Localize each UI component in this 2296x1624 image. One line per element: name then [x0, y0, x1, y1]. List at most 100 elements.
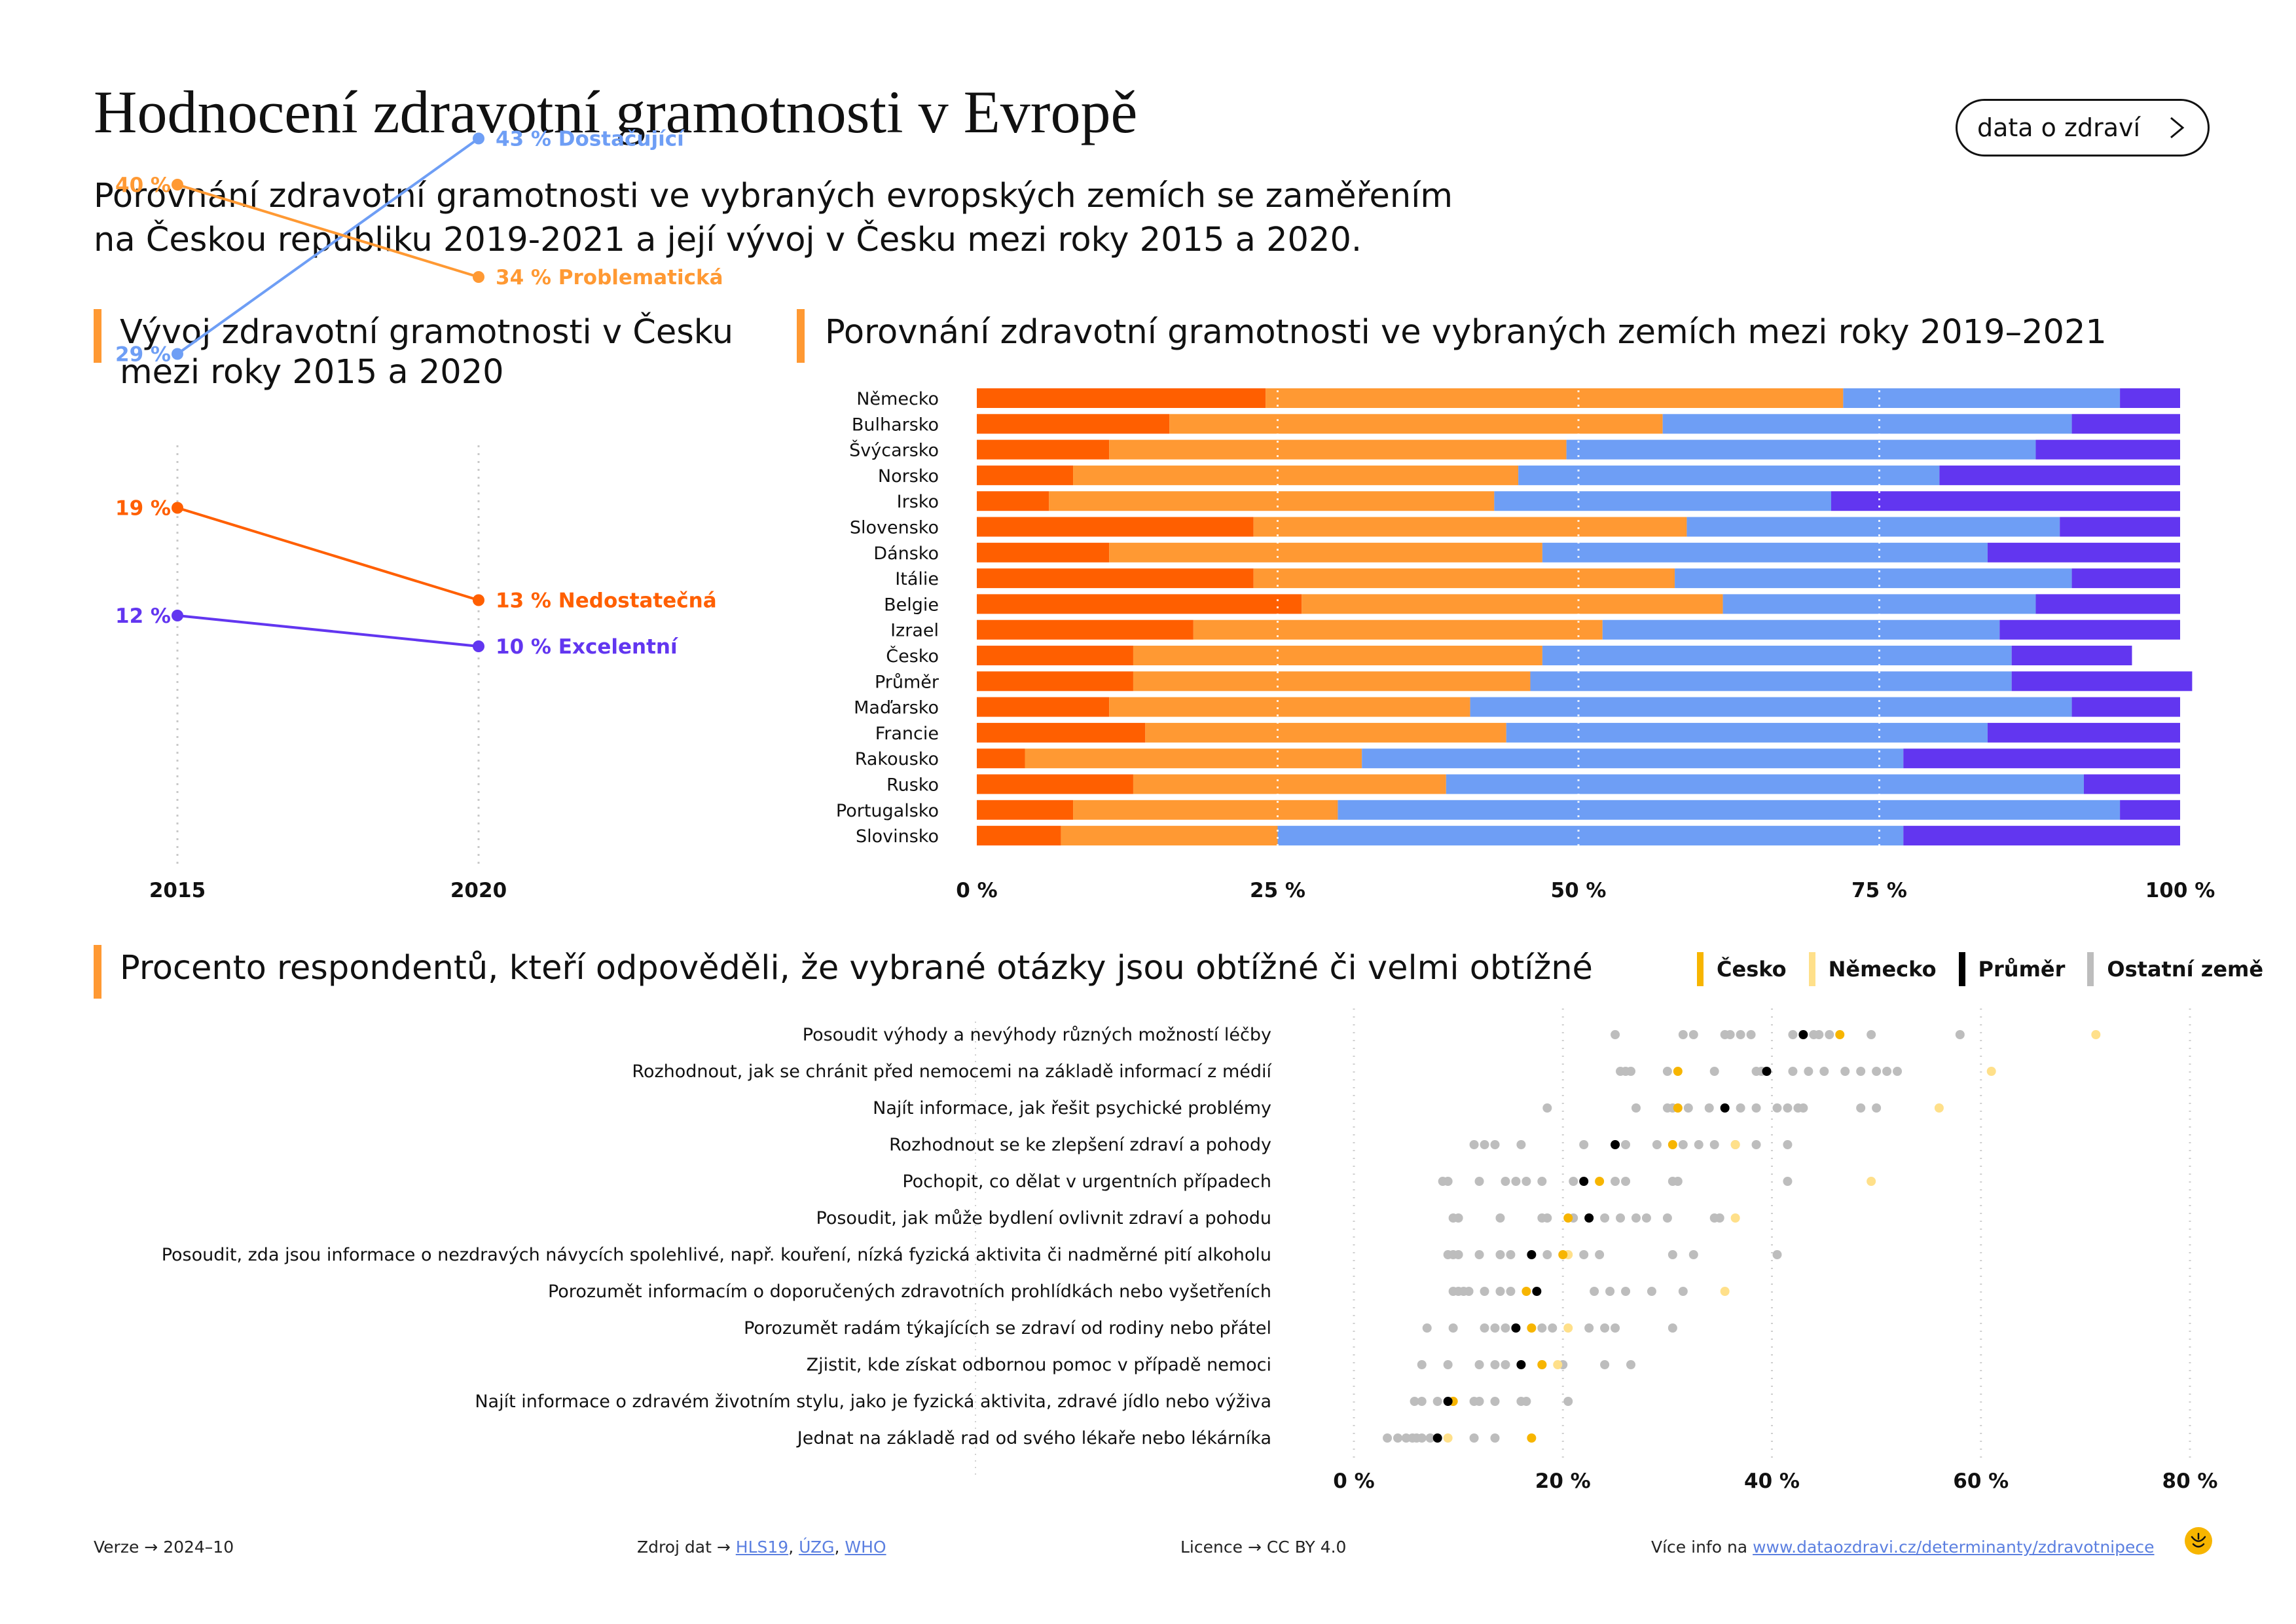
series-line — [176, 137, 480, 356]
dot-ostatni — [1495, 1287, 1505, 1296]
bar-segment — [1193, 619, 1603, 640]
dot-ostatni — [1453, 1213, 1463, 1223]
dot-ostatni — [1647, 1287, 1656, 1296]
data-label: 13 % Nedostatečná — [496, 589, 717, 613]
dot-ostatni — [1867, 1030, 1876, 1039]
subtitle-line-2: na Českou republiku 2019-2021 a její výv… — [94, 221, 1362, 259]
bar-segment — [2120, 388, 2180, 408]
legend-item-nemecko: Německo — [1808, 952, 1937, 986]
dot-ostatni — [1626, 1360, 1636, 1369]
version-label: Verze — [94, 1538, 139, 1557]
data-o-zdravi-button[interactable]: data o zdraví — [1956, 99, 2210, 157]
dot-cesko — [1673, 1067, 1683, 1076]
dot-cesko — [1835, 1030, 1845, 1039]
dot-ostatni — [1667, 1323, 1677, 1333]
dot-ostatni — [1856, 1103, 1866, 1113]
source-link-who[interactable]: WHO — [845, 1538, 886, 1557]
dot-ostatni — [1683, 1103, 1693, 1113]
dot-ostatni — [1872, 1103, 1882, 1113]
data-label: 43 % Dostačující — [496, 128, 685, 151]
dot-ostatni — [1501, 1323, 1510, 1333]
dot-ostatni — [1709, 1140, 1719, 1149]
category-label: Norsko — [878, 466, 939, 487]
x-tick-label: 2015 — [149, 879, 206, 902]
bar-segment — [1133, 646, 1542, 665]
dot-ostatni — [1490, 1323, 1500, 1333]
legend-label-ostatni: Ostatní země — [2107, 957, 2264, 982]
x-tick-label: 60 % — [1953, 1469, 2009, 1493]
slope-chart-title: Vývoj zdravotní gramotnosti v Česku mezi… — [120, 312, 733, 392]
dot-ostatni — [1501, 1360, 1510, 1369]
dot-ostatni — [1772, 1103, 1782, 1113]
dot-ostatni — [1401, 1433, 1411, 1443]
dot-ostatni — [1417, 1360, 1427, 1369]
dot-ostatni — [1611, 1323, 1620, 1333]
dot-ostatni — [1662, 1067, 1672, 1076]
dot-ostatni — [1715, 1213, 1724, 1223]
question-label: Najít informace, jak řešit psychické pro… — [873, 1098, 1271, 1118]
legend-swatch-cesko — [1697, 952, 1704, 986]
dots-legend: Česko Německo Průměr Ostatní země — [1697, 950, 2263, 989]
license-value: CC BY 4.0 — [1266, 1538, 1347, 1557]
dot-ostatni — [1542, 1250, 1552, 1259]
data-label: 10 % Excelentní — [496, 635, 678, 659]
dot-cesko — [1537, 1360, 1547, 1369]
slope-title-line-2: mezi roky 2015 a 2020 — [120, 353, 504, 392]
source-label: Zdroj dat — [637, 1538, 712, 1557]
bar-segment — [1266, 388, 1844, 408]
dot-cesko — [1558, 1250, 1568, 1259]
dot-ostatni — [1856, 1067, 1866, 1076]
bar-segment — [977, 594, 1302, 614]
more-info-label: Více info na — [1651, 1538, 1748, 1557]
bar-segment — [1675, 568, 2072, 589]
legend-label-prumer: Průměr — [1978, 957, 2066, 982]
bar-segment — [977, 388, 1266, 408]
bar-segment — [977, 414, 1170, 434]
bar-segment — [977, 800, 1074, 820]
x-tick-label: 40 % — [1744, 1469, 1800, 1493]
bar-segment — [1061, 826, 1278, 846]
dot-cesko — [1522, 1287, 1531, 1296]
dot-ostatni — [1678, 1030, 1688, 1039]
x-tick-label: 2020 — [450, 879, 507, 902]
dot-ostatni — [1611, 1177, 1620, 1186]
dot-ostatni — [1383, 1433, 1393, 1443]
bar-segment — [1277, 826, 1904, 846]
subtitle-line-1: Porovnání zdravotní gramotnosti ve vybra… — [94, 177, 1453, 215]
source-link-uzg[interactable]: ÚZG — [799, 1538, 835, 1557]
dot-ostatni — [1490, 1397, 1500, 1406]
dot-ostatni — [1516, 1140, 1526, 1149]
dot-prumer — [1532, 1287, 1542, 1296]
dot-ostatni — [1474, 1397, 1484, 1406]
category-label: Česko — [886, 646, 939, 667]
dot-ostatni — [1746, 1030, 1756, 1039]
dots-chart-title: Procento respondentů, kteří odpověděli, … — [120, 949, 1593, 987]
more-info-link[interactable]: www.dataozdravi.cz/determinanty/zdravotn… — [1753, 1538, 2155, 1557]
source-link-hls19[interactable]: HLS19 — [735, 1538, 789, 1557]
category-label: Francie — [875, 724, 939, 744]
category-label: Průměr — [875, 672, 939, 692]
dot-ostatni — [1772, 1250, 1782, 1259]
dot-prumer — [1611, 1140, 1620, 1149]
bar-segment — [1903, 748, 2180, 769]
dot-ostatni — [1626, 1067, 1636, 1076]
dot-ostatni — [1955, 1030, 1965, 1039]
x-tick-label: 50 % — [1551, 879, 1607, 902]
version-value: 2024–10 — [163, 1538, 234, 1557]
question-label: Posoudit, jak může bydlení ovlivnit zdra… — [816, 1208, 1272, 1228]
bar-segment — [977, 491, 1049, 511]
dot-nemecko — [1986, 1067, 1996, 1076]
category-label: Dánsko — [873, 544, 939, 564]
bar-segment — [2083, 774, 2180, 794]
legend-item-cesko: Česko — [1697, 952, 1787, 986]
page-title: Hodnocení zdravotní gramotnosti v Evropě — [94, 79, 1138, 145]
dot-ostatni — [1579, 1140, 1589, 1149]
footer-version: Verze → 2024–10 — [94, 1538, 234, 1557]
bar-segment — [1109, 697, 1470, 717]
dot-cesko — [1527, 1433, 1537, 1443]
dot-ostatni — [1584, 1323, 1594, 1333]
question-label: Najít informace o zdravém životním stylu… — [475, 1392, 1271, 1412]
x-tick-label: 100 % — [2145, 879, 2215, 902]
data-point — [473, 594, 484, 606]
category-label: Bulharsko — [852, 415, 939, 435]
